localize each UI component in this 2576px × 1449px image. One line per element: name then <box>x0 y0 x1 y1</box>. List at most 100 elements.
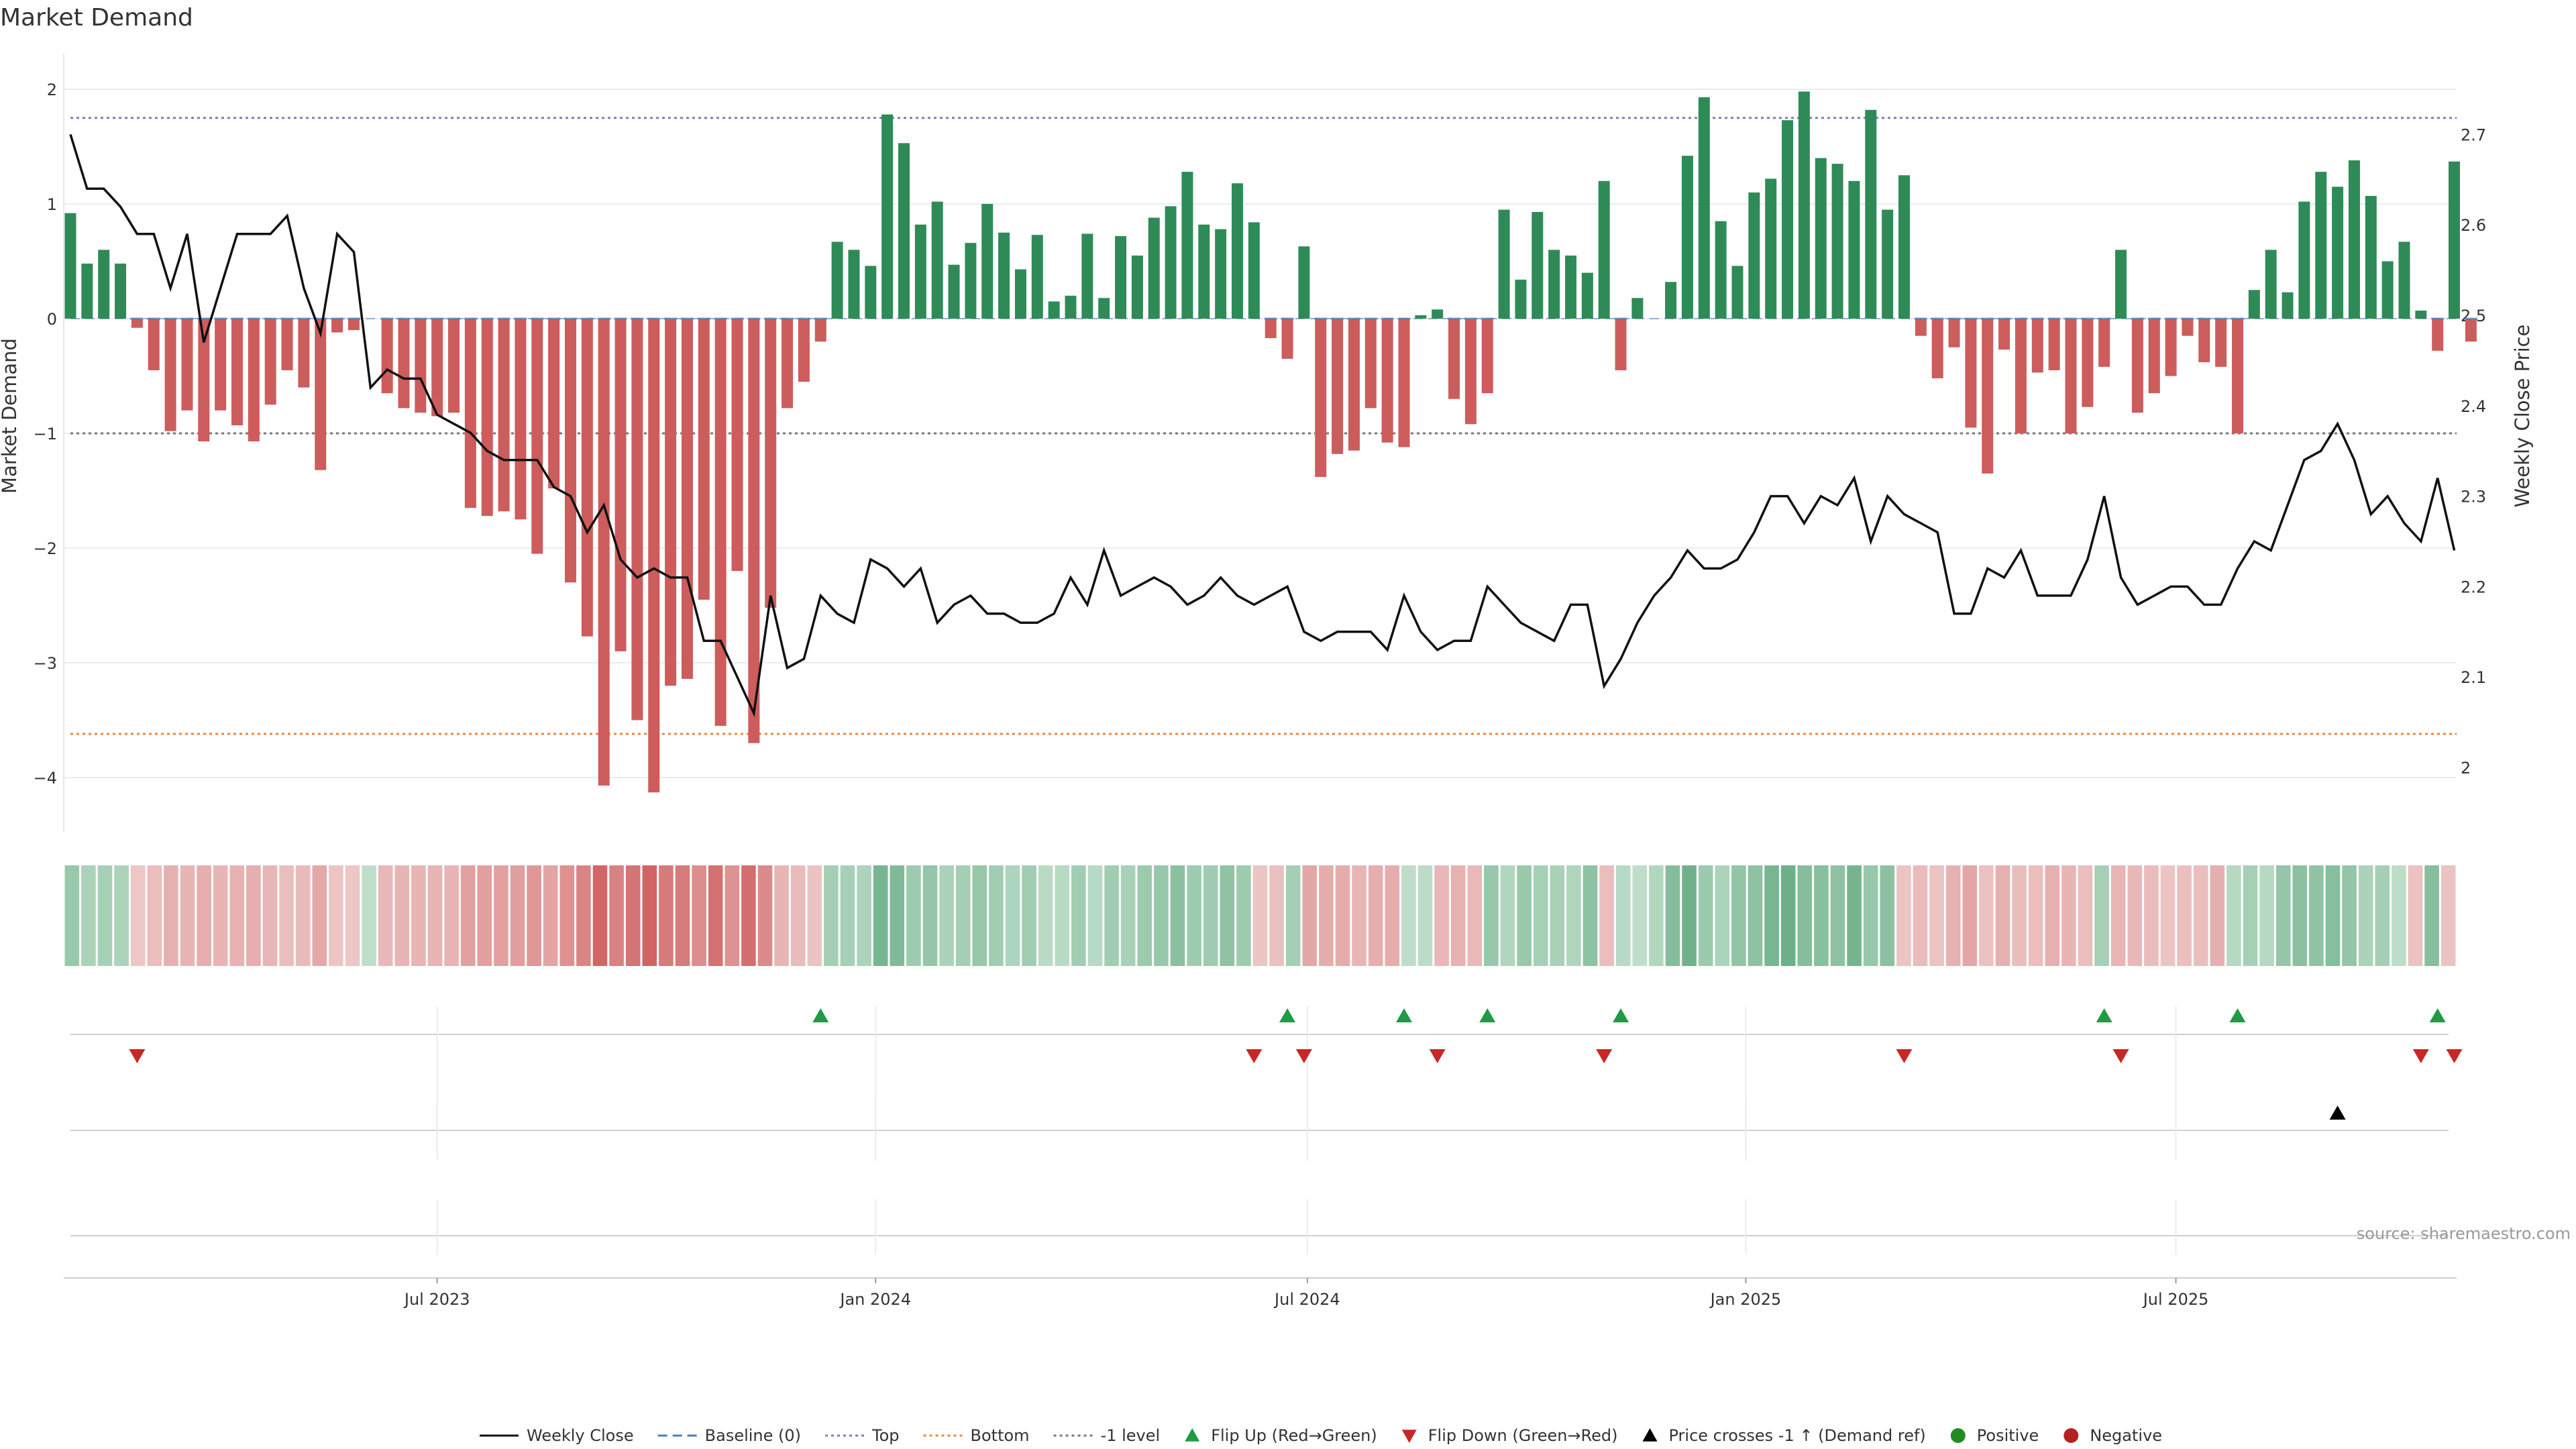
heat-cell <box>840 865 855 966</box>
heat-cell <box>824 865 839 966</box>
heat-cell <box>989 865 1004 966</box>
legend-bottom: Bottom <box>923 1426 1030 1445</box>
heat-cell <box>609 865 624 966</box>
negative-bar <box>298 319 310 388</box>
negative-bar <box>281 319 293 370</box>
negative-bar <box>381 319 393 394</box>
positive-bar <box>1765 178 1777 319</box>
heat-cell <box>1880 865 1895 966</box>
heat-cell <box>576 865 591 966</box>
positive-bar <box>881 114 894 319</box>
x-tick-label: Jan 2025 <box>1709 1290 1782 1309</box>
heat-cell <box>2078 865 2093 966</box>
flip-down-marker <box>1896 1049 1913 1063</box>
left-tick-label: 2 <box>47 80 57 99</box>
legend-positive: Positive <box>1950 1426 2039 1445</box>
positive-bar <box>1882 209 1894 319</box>
positive-bar <box>2398 241 2410 319</box>
negative-bar <box>2131 319 2143 413</box>
heat-cell <box>1748 865 1763 966</box>
heat-cell <box>164 865 178 966</box>
x-tick-label: Jul 2023 <box>403 1290 470 1309</box>
negative-bar <box>131 319 143 328</box>
right-tick-label: 2.7 <box>2461 125 2486 144</box>
heat-cell <box>2094 865 2109 966</box>
legend-baseline: Baseline (0) <box>657 1426 801 1445</box>
negative-bar <box>248 319 260 441</box>
heat-cell <box>955 865 971 966</box>
legend-negative-swatch <box>2063 1428 2079 1443</box>
negative-bar <box>215 319 227 411</box>
heat-cell <box>1269 865 1284 966</box>
heat-cell <box>2424 865 2439 966</box>
heat-cell <box>873 865 888 966</box>
negative-bar <box>2148 319 2160 394</box>
heat-cell <box>1220 865 1235 966</box>
heat-cell <box>2392 865 2406 966</box>
positive-bar <box>1631 298 1644 319</box>
flip-up-marker <box>1613 1008 1629 1022</box>
positive-bar <box>2348 160 2360 319</box>
negative-bar <box>398 319 410 409</box>
legend-flip-down: Flip Down (Green→Red) <box>1401 1426 1618 1445</box>
legend-label: Bottom <box>971 1426 1030 1445</box>
negative-bar <box>1448 319 1460 399</box>
heat-cell <box>1319 865 1334 966</box>
legend-label: Flip Up (Red→Green) <box>1211 1426 1377 1445</box>
heat-cell <box>1830 865 1845 966</box>
negative-bar <box>148 319 160 370</box>
right-axis-label: Weekly Close Price <box>2511 325 2534 508</box>
heat-cell <box>97 865 113 966</box>
heat-cell <box>2292 865 2308 966</box>
heat-cell <box>1533 865 1548 966</box>
positive-bar <box>898 143 910 319</box>
legend-label: Positive <box>1977 1426 2039 1445</box>
legend-label: -1 level <box>1101 1426 1161 1445</box>
positive-bar <box>1165 206 1177 319</box>
heat-cell <box>2243 865 2258 966</box>
positive-bar <box>1432 309 1444 319</box>
heat-cell <box>1731 865 1746 966</box>
negative-bar <box>1364 319 1377 409</box>
heat-cell <box>329 865 343 966</box>
heat-cell <box>2358 865 2373 966</box>
negative-bar <box>415 319 427 413</box>
flip-down-marker <box>1596 1049 1613 1063</box>
negative-bar <box>198 319 210 441</box>
heat-cell <box>625 865 641 966</box>
left-axis-label: Market Demand <box>0 338 21 494</box>
heat-cell <box>543 865 558 966</box>
heat-cell <box>81 865 96 966</box>
heat-cell <box>2127 865 2143 966</box>
legend-top: Top <box>825 1426 900 1445</box>
heat-cell <box>1087 865 1103 966</box>
heat-cell <box>2440 865 2456 966</box>
negative-bar <box>765 319 777 608</box>
negative-bar <box>614 319 627 651</box>
positive-bar <box>998 232 1010 319</box>
heat-cell <box>64 865 80 966</box>
heat-cell <box>279 865 294 966</box>
heat-cell <box>1467 865 1483 966</box>
event-markers <box>129 1008 2463 1120</box>
heat-cell <box>1385 865 1400 966</box>
positive-bar <box>1065 295 1077 319</box>
heat-cell <box>427 865 443 966</box>
positive-bar <box>1715 221 1727 319</box>
heat-cell <box>1517 865 1532 966</box>
positive-bar <box>1532 211 1544 319</box>
heat-cell <box>1335 865 1350 966</box>
heat-cell <box>2342 865 2357 966</box>
negative-bar <box>2182 319 2194 336</box>
negative-bar <box>565 319 576 583</box>
positive-bar <box>2415 311 2427 319</box>
negative-bar <box>782 319 794 409</box>
positive-bar <box>2115 250 2127 319</box>
positive-bar <box>1681 156 1693 319</box>
negative-bar <box>2465 319 2477 342</box>
flip-down-marker <box>1246 1049 1263 1063</box>
positive-bar <box>1898 175 1910 319</box>
heat-cell <box>1352 865 1366 966</box>
heat-cell <box>2259 865 2274 966</box>
